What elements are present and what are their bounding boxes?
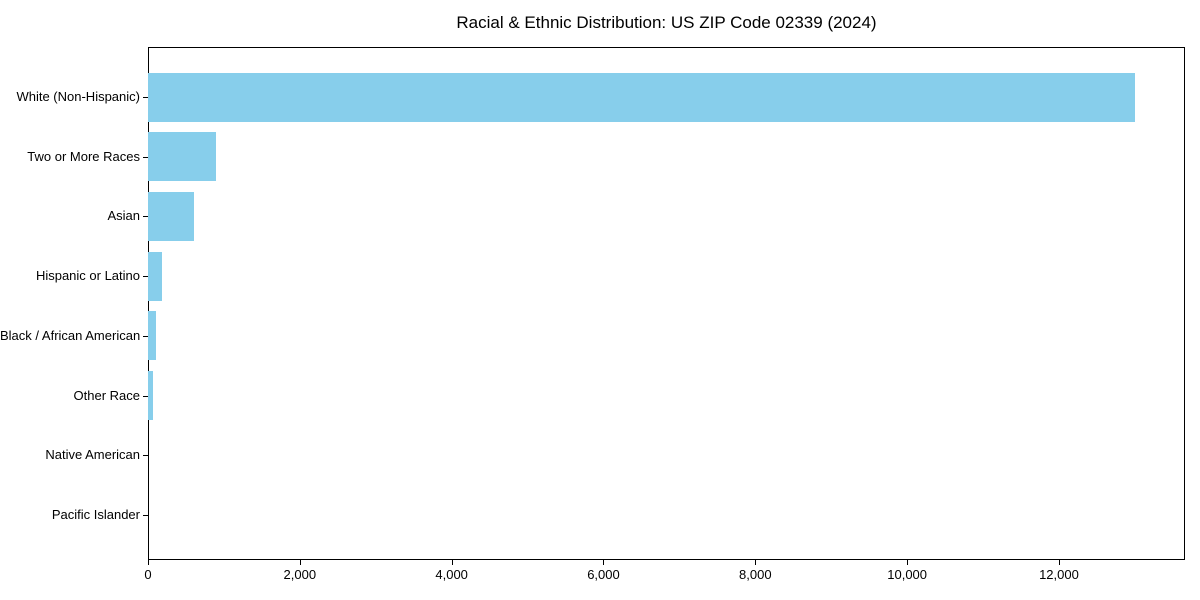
bar-white-non-hispanic- [148,72,1135,122]
bar-hispanic-or-latino [148,251,162,301]
x-axis-tick-label: 10,000 [887,567,928,582]
y-axis-tick-mark [143,276,148,278]
y-axis-label: Hispanic or Latino [35,268,140,284]
chart-title: Racial & Ethnic Distribution: US ZIP Cod… [456,13,877,32]
x-axis-tick-label: 12,000 [1039,567,1079,582]
y-axis-label: Pacific Islander [51,506,140,522]
y-axis-tick-mark [143,395,148,397]
y-axis-label: Two or More Races [27,148,140,164]
x-axis-tick-label: 2,000 [283,567,317,582]
bar-other-race [148,371,154,421]
x-axis-tick-label: 4,000 [435,567,468,582]
y-axis-tick-mark [143,216,148,218]
y-axis-label: Asian [107,208,140,224]
x-axis-tick-mark [1058,560,1060,565]
y-axis-tick-mark [143,455,148,457]
bar-black-african-american [148,311,157,361]
x-axis-tick-mark [299,560,301,565]
x-axis-tick-label: 8,000 [739,567,772,582]
bar-two-or-more-races [148,132,216,182]
x-axis-tick-mark [755,560,757,565]
y-axis-label: Other Race [73,387,140,403]
x-axis-tick-mark [907,560,909,565]
y-axis-label: Native American [45,447,140,463]
bar-asian [148,191,194,241]
y-axis-tick-mark [143,335,148,337]
y-axis-tick-mark [143,156,148,158]
x-axis-tick-mark [451,560,453,565]
x-axis-tick-label: 0 [144,567,152,582]
x-axis-tick-label: 6,000 [587,567,620,582]
y-axis-label: White (Non-Hispanic) [16,89,140,104]
y-axis-label: Black / African American [0,327,141,343]
y-axis-tick-mark [143,514,148,516]
plot-area [148,47,1185,560]
x-axis-tick-mark [603,560,605,565]
x-axis-tick-mark [148,560,149,565]
y-axis-tick-mark [143,97,148,98]
